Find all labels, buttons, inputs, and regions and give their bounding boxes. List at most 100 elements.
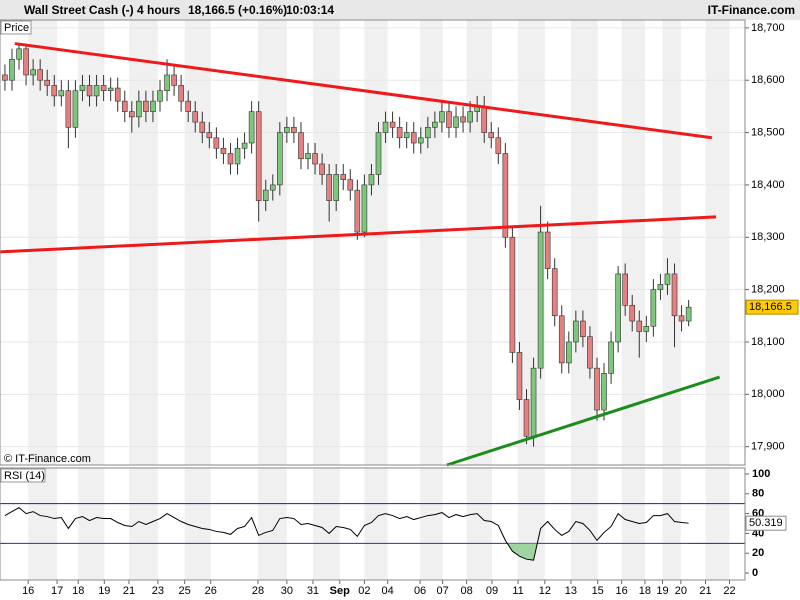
candle-body xyxy=(100,85,107,91)
day-band xyxy=(518,468,545,580)
candle-body xyxy=(2,74,8,81)
day-band xyxy=(570,468,598,580)
candle-body xyxy=(382,121,389,133)
candle-body xyxy=(93,85,100,97)
candle-body xyxy=(248,111,255,144)
day-band xyxy=(420,20,443,465)
day-band xyxy=(570,20,598,465)
x-tick-label: 02 xyxy=(358,585,370,597)
rsi-panel-title: RSI (14) xyxy=(4,470,45,482)
trend-line xyxy=(14,42,713,140)
candle-body xyxy=(171,74,177,86)
day-band xyxy=(128,468,158,580)
day-band xyxy=(420,468,443,580)
candle-body xyxy=(509,236,516,353)
oversold-fill xyxy=(507,543,538,561)
candle-body xyxy=(580,320,586,338)
candle-body xyxy=(305,153,311,160)
panel-label-box xyxy=(0,468,46,483)
day-band xyxy=(28,468,58,580)
candle-body xyxy=(291,127,297,133)
y-tick-label: 17,900 xyxy=(751,441,785,453)
candle-body xyxy=(213,137,220,149)
day-band xyxy=(312,468,340,580)
candle-body xyxy=(678,315,685,322)
candle-body xyxy=(601,373,607,411)
time: 10:03:14 xyxy=(286,3,334,17)
day-band xyxy=(312,20,340,465)
day-band xyxy=(364,20,388,465)
candle-body xyxy=(199,121,206,133)
candle-body xyxy=(51,85,58,97)
candle-body xyxy=(284,127,290,133)
x-tick-label: 30 xyxy=(281,585,293,597)
x-tick-label: 20 xyxy=(675,585,687,597)
day-band xyxy=(364,468,388,580)
candle-body xyxy=(396,127,403,139)
x-tick-label: 13 xyxy=(565,585,577,597)
candle-body xyxy=(671,273,678,317)
candle-body xyxy=(206,132,213,139)
x-tick-label: 21 xyxy=(699,585,711,597)
candle-body xyxy=(361,184,368,233)
candle-body xyxy=(403,132,410,139)
day-band xyxy=(184,468,211,580)
candle-body xyxy=(107,87,114,91)
last-price-box xyxy=(745,299,799,315)
candle-body xyxy=(234,147,241,165)
x-tick-label: 06 xyxy=(414,585,426,597)
candle-body xyxy=(114,87,121,102)
candle-body xyxy=(319,163,325,175)
day-band xyxy=(705,20,730,465)
candle-body xyxy=(615,273,621,343)
x-tick-label: 11 xyxy=(512,585,523,597)
trend-line xyxy=(446,375,721,467)
day-band xyxy=(705,468,730,580)
x-tick-label: 18 xyxy=(72,585,84,597)
x-tick-label: 16 xyxy=(616,585,628,597)
y-tick-label: 18,400 xyxy=(751,179,785,191)
watermark: © IT-Finance.com xyxy=(4,453,91,465)
candle-body xyxy=(432,121,438,128)
rsi-frame xyxy=(0,467,746,581)
candle-body xyxy=(86,85,93,97)
candle-body xyxy=(573,320,579,343)
candle-body xyxy=(164,74,170,91)
candle-body xyxy=(551,268,558,317)
candle-body xyxy=(439,111,445,123)
rsi-line xyxy=(4,507,689,561)
candle-body xyxy=(410,132,417,144)
candle-body xyxy=(629,305,636,322)
candle-body xyxy=(558,315,565,364)
candle-body xyxy=(495,137,502,154)
y-tick-label: 18,500 xyxy=(751,126,785,138)
candle-body xyxy=(354,189,361,233)
candle-body xyxy=(340,174,347,180)
candle-body xyxy=(312,153,318,165)
candle-body xyxy=(347,179,354,191)
candle-body xyxy=(643,325,650,332)
y-tick-label: 18,700 xyxy=(751,22,785,34)
x-tick-label: 31 xyxy=(307,585,319,597)
candle-body xyxy=(9,58,15,81)
candle-body xyxy=(565,341,572,364)
candle-body xyxy=(417,137,424,144)
candle-body xyxy=(375,132,382,175)
instrument: Wall Street Cash (-) xyxy=(24,3,134,17)
candle-body xyxy=(255,111,262,201)
day-band xyxy=(662,20,681,465)
candle-body xyxy=(446,111,452,128)
candle-body xyxy=(121,100,128,112)
candle-body xyxy=(523,399,530,437)
trend-line xyxy=(0,215,717,254)
candle-body xyxy=(192,111,199,123)
last-price-label: 18,166.5 xyxy=(749,301,792,313)
candle-body xyxy=(685,306,692,322)
candle-body xyxy=(262,189,269,201)
y-tick-label: 20 xyxy=(752,547,764,559)
candle-body xyxy=(44,79,51,86)
panel-label-box xyxy=(0,20,32,35)
last-rsi-box xyxy=(745,515,787,531)
candle-body xyxy=(269,184,276,191)
day-band xyxy=(128,20,158,465)
